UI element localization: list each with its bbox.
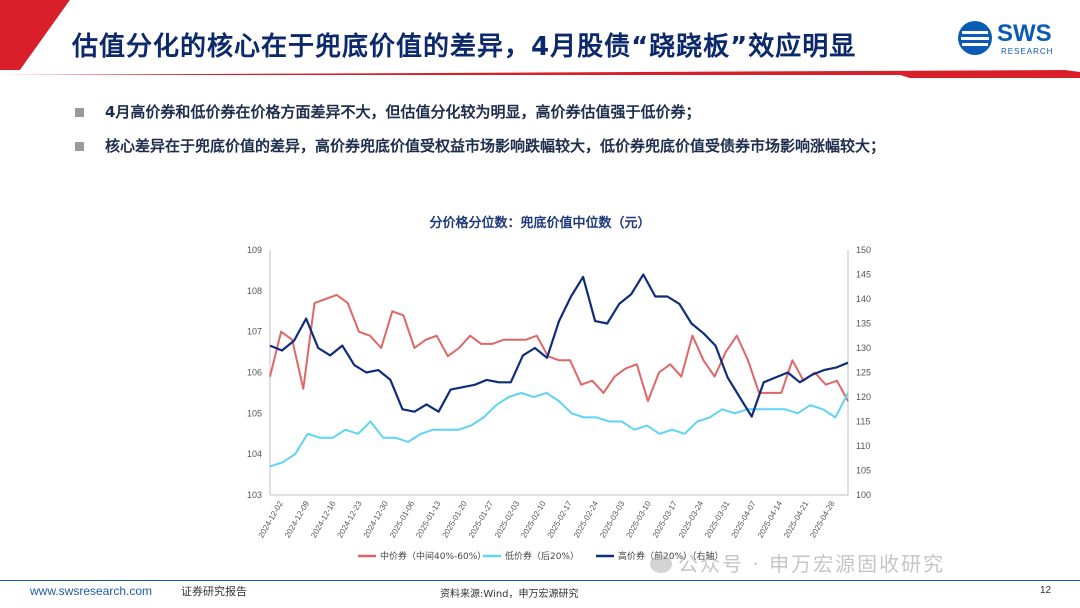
y2-tick-label: 140 <box>856 294 871 304</box>
y2-tick-label: 135 <box>856 319 871 329</box>
series-line <box>269 273 849 418</box>
page-number: 12 <box>1040 585 1052 596</box>
bullet-item: 核心差异在于兜底价值的差异，高价券兜底价值受权益市场影响跌幅较大，低价券兜底价值… <box>75 129 1065 163</box>
watermark: 公众号 · 申万宏源固收研究 <box>650 548 945 577</box>
footer-report-type: 证券研究报告 <box>181 585 247 598</box>
x-tick-label: 2025-03-31 <box>703 499 732 539</box>
x-tick-label: 2024-12-09 <box>283 499 312 539</box>
y-tick-label: 109 <box>247 245 262 255</box>
y2-tick-label: 120 <box>856 392 871 402</box>
legend-label: 低价券（后20%） <box>505 550 579 562</box>
x-tick-label: 2025-03-10 <box>624 499 653 539</box>
x-tick-label: 2025-02-03 <box>493 499 522 539</box>
slide-title: 估值分化的核心在于兜底价值的差异，4月股债“跷跷板”效应明显 <box>72 32 857 62</box>
title-band-shape <box>0 0 1080 78</box>
x-tick-label: 2025-01-20 <box>441 499 470 539</box>
x-tick-label: 2025-02-10 <box>519 499 548 539</box>
x-tick-label: 2025-01-06 <box>388 499 417 539</box>
x-tick-label: 2025-02-17 <box>546 499 575 539</box>
y-tick-label: 108 <box>247 286 262 296</box>
y-tick-label: 103 <box>247 490 262 500</box>
x-tick-label: 2025-01-27 <box>467 499 496 539</box>
y2-tick-label: 125 <box>856 368 871 378</box>
bullet-item: 4月高价券和低价券在价格方面差异不大，但估值分化较为明显，高价券估值强于低价券； <box>75 95 1065 129</box>
series-line <box>269 293 849 403</box>
x-tick-label: 2025-04-28 <box>808 499 837 539</box>
y-tick-label: 106 <box>247 368 262 378</box>
x-tick-label: 2025-01-13 <box>414 499 443 539</box>
x-tick-label: 2024-12-16 <box>309 499 338 539</box>
footer-source: 资料来源:Wind，申万宏源研究 <box>440 589 579 600</box>
bullet-square-icon <box>75 108 84 117</box>
x-tick-label: 2024-12-02 <box>257 499 286 539</box>
x-tick-label: 2025-04-21 <box>782 499 811 539</box>
x-tick-label: 2025-02-24 <box>572 499 601 539</box>
x-tick-label: 2024-12-30 <box>362 499 391 539</box>
x-tick-label: 2025-03-03 <box>598 499 627 539</box>
y2-tick-label: 110 <box>856 441 870 451</box>
sws-logo-icon <box>958 21 992 55</box>
bullet-text: 核心差异在于兜底价值的差异，高价券兜底价值受权益市场影响跌幅较大，低价券兜底价值… <box>105 137 886 155</box>
bullet-square-icon <box>75 142 84 151</box>
bullet-list: 4月高价券和低价券在价格方面差异不大，但估值分化较为明显，高价券估值强于低价券；… <box>75 95 1065 163</box>
x-tick-label: 2024-12-23 <box>335 499 364 539</box>
legend-label: 中价券（中间40%-60%） <box>380 550 486 562</box>
watermark-text: 公众号 · 申万宏源固收研究 <box>678 552 946 576</box>
x-tick-label: 2025-04-14 <box>756 499 785 539</box>
y2-tick-label: 130 <box>856 343 871 353</box>
x-tick-label: 2025-03-24 <box>677 499 706 539</box>
x-tick-label: 2025-03-17 <box>651 499 680 539</box>
y-tick-label: 107 <box>247 327 262 337</box>
x-tick-label: 2025-04-07 <box>730 499 759 539</box>
title-band <box>0 0 1080 90</box>
y2-tick-label: 105 <box>856 466 871 476</box>
footer-divider <box>0 580 1080 581</box>
legend-label: 高价券（前20%）（右轴） <box>618 550 724 562</box>
y2-tick-label: 145 <box>856 270 871 280</box>
logo-text: SWS <box>997 20 1052 47</box>
bullet-text: 4月高价券和低价券在价格方面差异不大，但估值分化较为明显，高价券估值强于低价券； <box>105 103 701 121</box>
sws-logo: SWS RESEARCH <box>955 18 1065 60</box>
y-tick-label: 104 <box>247 449 262 459</box>
wechat-icon <box>650 555 672 573</box>
logo-subtext: RESEARCH <box>1001 47 1054 56</box>
y2-tick-label: 150 <box>856 245 871 255</box>
y2-tick-label: 100 <box>856 490 871 500</box>
series-line <box>269 391 849 468</box>
chart-title: 分价格分位数：兜底价值中位数（元） <box>429 216 651 231</box>
y2-tick-label: 115 <box>856 417 870 427</box>
footer-url[interactable]: www.swsresearch.com <box>30 584 153 598</box>
y-tick-label: 105 <box>247 408 262 418</box>
